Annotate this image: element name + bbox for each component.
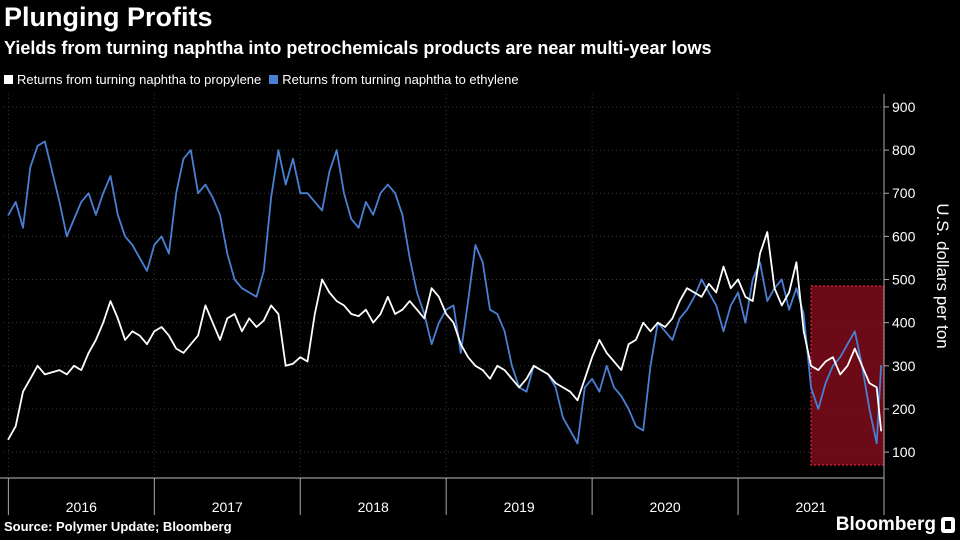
highlight-region [810, 285, 885, 466]
source-note: Source: Polymer Update; Bloomberg [4, 519, 232, 534]
x-tick-label: 2017 [212, 499, 243, 515]
chart-title: Plunging Profits [4, 2, 213, 32]
y-tick-label: 200 [892, 401, 916, 417]
y-axis-title: U.S. dollars per ton [933, 203, 952, 349]
y-tick-label: 800 [892, 142, 916, 158]
legend-item-ethylene: Returns from turning naphtha to ethylene [269, 72, 519, 87]
x-tick-label: 2021 [795, 499, 826, 515]
chart-legend: Returns from turning naphtha to propylen… [4, 72, 527, 87]
x-tick-label: 2019 [504, 499, 535, 515]
y-tick-label: 100 [892, 444, 916, 460]
legend-label-propylene: Returns from turning naphtha to propylen… [17, 72, 262, 87]
legend-swatch-propylene [4, 75, 13, 84]
legend-label-ethylene: Returns from turning naphtha to ethylene [282, 72, 519, 87]
brand-name: Bloomberg [835, 514, 936, 535]
y-tick-label: 600 [892, 228, 916, 244]
chart-subtitle: Yields from turning naphtha into petroch… [4, 38, 712, 58]
y-tick-label: 500 [892, 272, 916, 288]
brand-logo: Bloomberg [836, 514, 955, 536]
x-tick-label: 2018 [358, 499, 389, 515]
legend-swatch-ethylene [269, 75, 279, 84]
series-line-ethylene [7, 140, 882, 445]
bloomberg-badge-icon [941, 517, 955, 533]
x-tick-label: 2016 [66, 499, 97, 515]
x-tick-label: 2020 [650, 499, 681, 515]
y-tick-label: 700 [892, 185, 916, 201]
y-tick-label: 400 [892, 315, 916, 331]
legend-item-propylene: Returns from turning naphtha to propylen… [4, 72, 261, 87]
y-tick-label: 300 [892, 358, 916, 374]
series-line-propylene [7, 231, 882, 441]
y-tick-label: 900 [892, 99, 916, 115]
